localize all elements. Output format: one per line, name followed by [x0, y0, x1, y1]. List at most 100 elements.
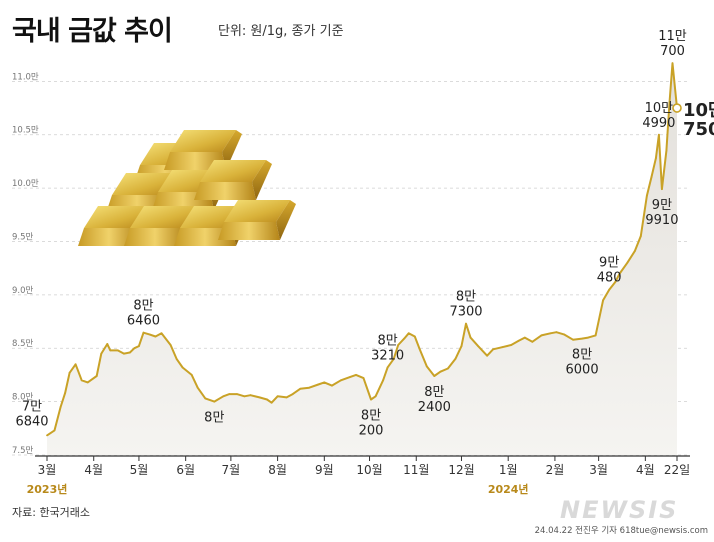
year-label: 2024년 [488, 482, 529, 496]
data-point [370, 398, 372, 401]
x-tick-label: 22일 [664, 463, 690, 477]
data-point [109, 349, 112, 352]
data-point [540, 334, 543, 337]
data-point [285, 396, 288, 399]
value-annotation: 11만 700 [658, 29, 687, 59]
data-point [549, 332, 552, 335]
credit-line: 24.04.22 전진우 기자 618tue@newsis.com [534, 526, 708, 536]
data-point [433, 375, 436, 377]
data-point [270, 401, 273, 404]
data-point [236, 393, 238, 395]
value-annotation: 8만 7300 [449, 290, 482, 320]
data-point [486, 354, 488, 357]
data-point [658, 133, 660, 136]
gold-bar-front [218, 222, 280, 240]
price-line [46, 62, 678, 437]
data-point [650, 176, 653, 179]
value-annotation: 8만 3210 [371, 333, 404, 363]
data-point [204, 397, 207, 400]
y-tick-label: 10.5만 [12, 126, 39, 136]
data-point [362, 377, 365, 379]
data-point [175, 358, 178, 360]
y-tick-label: 9.5만 [12, 232, 34, 242]
data-point [633, 250, 636, 253]
data-point [276, 395, 279, 398]
data-point [523, 336, 526, 339]
data-point [671, 62, 674, 65]
y-tick-label: 9.0만 [12, 286, 34, 296]
x-tick-label: 5월 [130, 463, 149, 477]
newsis-logo: NEWSIS [560, 496, 679, 524]
gold-bar-front [78, 228, 140, 246]
data-point [425, 365, 428, 368]
data-point [460, 345, 463, 347]
gold-bar-side [252, 160, 272, 200]
value-annotation: 9만 9910 [645, 198, 678, 228]
chart-unit-note: 단위: 원/1g, 종가 기준 [218, 24, 344, 39]
data-point [340, 379, 342, 382]
data-point [46, 434, 48, 437]
data-point [266, 398, 268, 401]
y-tick-label: 8.0만 [12, 393, 34, 403]
gold-bar-top [130, 206, 196, 228]
data-point [665, 149, 668, 152]
data-point [228, 393, 231, 395]
gold-bar-top [200, 160, 266, 182]
last-point-marker [672, 103, 682, 113]
data-point [299, 387, 302, 390]
value-annotation: 10만7500 [683, 100, 714, 140]
data-point [323, 381, 326, 384]
data-point [116, 349, 119, 352]
data-point [668, 101, 671, 104]
data-point [439, 370, 442, 373]
x-tick-label: 4월 [84, 463, 103, 477]
gold-bar-top [170, 130, 236, 152]
data-point [392, 358, 395, 360]
data-point [531, 340, 534, 343]
data-point [646, 194, 648, 197]
gold-bars-illustration [78, 130, 296, 246]
x-tick-label: 2월 [546, 463, 565, 477]
data-point [618, 272, 621, 275]
data-point [413, 335, 416, 338]
data-point [403, 337, 406, 340]
x-tick-label: 12월 [448, 463, 474, 477]
value-annotation: 8만 200 [359, 408, 384, 438]
data-point [138, 345, 140, 347]
data-point [80, 379, 83, 382]
data-point [249, 394, 252, 397]
data-point [74, 363, 77, 366]
data-point [196, 386, 199, 389]
data-point [213, 400, 216, 403]
data-point [397, 344, 400, 346]
data-point [382, 379, 384, 382]
data-point [626, 261, 629, 264]
data-point [142, 331, 145, 334]
x-tick-label: 9월 [315, 463, 334, 477]
data-point [492, 348, 494, 351]
value-annotation: 8만 6000 [566, 348, 599, 378]
data-point [608, 288, 611, 291]
chart-title: 국내 금값 추이 [12, 16, 173, 47]
data-point [190, 374, 193, 376]
data-point [95, 375, 98, 377]
data-point [454, 358, 457, 360]
y-tick-label: 7.5만 [12, 446, 34, 456]
data-point [594, 334, 597, 337]
data-point [563, 333, 565, 336]
x-tick-label: 4월 [636, 463, 655, 477]
data-point [59, 406, 62, 408]
data-point [555, 331, 558, 334]
data-point [129, 351, 131, 354]
data-point [160, 332, 163, 335]
data-point [100, 352, 103, 355]
data-point [64, 392, 66, 394]
data-point [655, 157, 657, 160]
value-annotation: 8만 2400 [418, 385, 451, 415]
data-point [317, 383, 320, 386]
data-point [447, 367, 449, 370]
data-point [86, 381, 89, 384]
x-tick-label: 1월 [499, 463, 518, 477]
